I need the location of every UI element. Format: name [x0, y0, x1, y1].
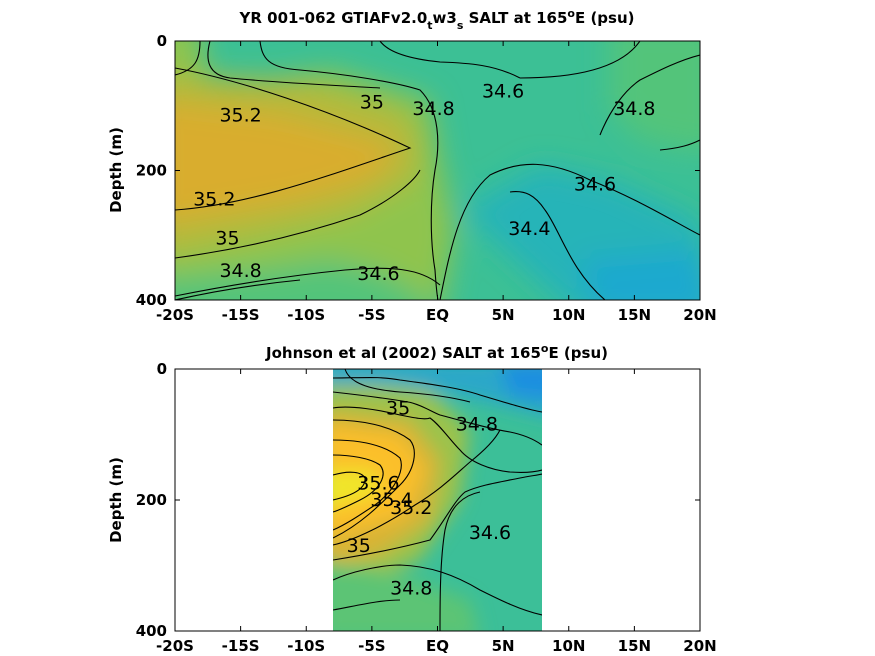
- top-y-tick-label: 200: [136, 162, 167, 180]
- top-contour-label: 35: [360, 92, 384, 114]
- top-x-tick-label: -15S: [222, 306, 260, 324]
- top-contour-label: 34.8: [412, 98, 454, 120]
- top-contour-label: 34.4: [508, 218, 550, 240]
- bottom-contour-label: 35.2: [390, 497, 432, 519]
- top-contour-label: 34.6: [574, 174, 616, 196]
- top-contour-label: 35: [215, 227, 239, 249]
- bottom-x-tick-label: EQ: [426, 637, 449, 655]
- top-salinity-field: 35.2 35 34.8 34.6 34.8 35.2 35 34.6 34.4 34.8 34.6: [175, 41, 700, 300]
- bottom-x-tick-label: -15S: [222, 637, 260, 655]
- top-y-tick-label: 400: [136, 291, 167, 309]
- bottom-title: Johnson et al (2002) SALT at 165oE (psu): [265, 342, 608, 362]
- top-contour-label: 35.2: [193, 189, 235, 211]
- bottom-contour-label: 34.8: [456, 414, 498, 436]
- bottom-salinity-field: 35 34.8 35.635.435.2 35 34.6 34.8: [333, 369, 542, 631]
- bottom-panel: Johnson et al (2002) SALT at 165oE (psu): [107, 342, 717, 655]
- top-contour-label: 34.6: [357, 263, 399, 285]
- bottom-x-tick-label: -10S: [287, 637, 325, 655]
- bottom-contour-label: 35: [386, 397, 410, 419]
- bottom-x-tick-label: 5N: [492, 637, 515, 655]
- top-x-tick-label: 15N: [618, 306, 651, 324]
- top-y-axis-label: Depth (m): [107, 127, 125, 213]
- bottom-contour-label: 34.8: [390, 577, 432, 599]
- bottom-contour-label: 35.4: [370, 489, 412, 511]
- top-panel: YR 001-062 GTIAFv2.0tw3s SALT at 165oE (…: [107, 7, 717, 324]
- bottom-contour-label: 34.6: [469, 522, 511, 544]
- bottom-x-tick-label: 15N: [618, 637, 651, 655]
- bottom-contour-labels: 35 34.8 35.635.435.2 35 34.6 34.8: [347, 397, 512, 599]
- top-title: YR 001-062 GTIAFv2.0tw3s SALT at 165oE (…: [239, 7, 635, 32]
- top-x-tick-label: 10N: [552, 306, 585, 324]
- top-contour-label: 34.8: [219, 260, 261, 282]
- bottom-y-axis-label: Depth (m): [107, 457, 125, 543]
- top-contour-label: 34.6: [482, 81, 524, 103]
- top-x-tick-label: 5N: [492, 306, 515, 324]
- top-y-tick-label: 0: [157, 32, 167, 50]
- bottom-x-tick-label: -5S: [358, 637, 385, 655]
- bottom-y-tick-label: 200: [136, 491, 167, 509]
- top-x-tick-label: -20S: [156, 306, 194, 324]
- bottom-contour-label: 35: [347, 535, 371, 557]
- bottom-x-axis: -20S -15S -10S -5S EQ 5N 10N 15N 20N: [156, 369, 717, 655]
- top-x-tick-label: 20N: [683, 306, 716, 324]
- bottom-contour-label: 35.6: [357, 473, 399, 495]
- top-y-axis: 0 200 400: [136, 32, 700, 309]
- bottom-x-tick-label: -20S: [156, 637, 194, 655]
- top-contour-labels: 35.2 35 34.8 34.6 34.8 35.2 35 34.6 34.4 34.8 34.6: [193, 81, 655, 286]
- bottom-y-tick-label: 0: [157, 360, 167, 378]
- bottom-x-tick-label: 10N: [552, 637, 585, 655]
- top-x-tick-label: -10S: [287, 306, 325, 324]
- top-x-axis: -20S -15S -10S -5S EQ 5N 10N 15N 20N: [156, 41, 717, 324]
- top-x-tick-label: EQ: [426, 306, 449, 324]
- bottom-y-axis: 0 200 400: [136, 360, 700, 640]
- bottom-y-tick-label: 400: [136, 622, 167, 640]
- bottom-x-tick-label: 20N: [683, 637, 716, 655]
- top-x-tick-label: -5S: [358, 306, 385, 324]
- top-contour-label: 34.8: [613, 98, 655, 120]
- top-contour-label: 35.2: [219, 104, 261, 126]
